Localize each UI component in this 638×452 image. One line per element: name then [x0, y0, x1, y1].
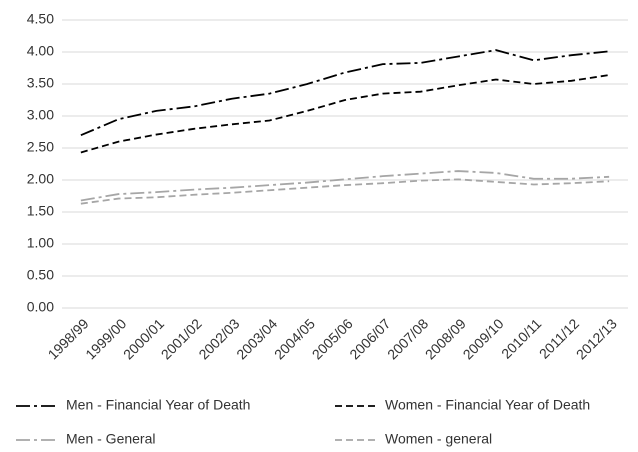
x-tick-label: 2003/04	[233, 315, 280, 362]
series-line	[80, 170, 610, 202]
x-tick-label: 2004/05	[271, 315, 318, 362]
y-tick-label: 0.50	[27, 267, 54, 283]
x-tick-label: 1999/00	[82, 315, 129, 362]
x-tick-label: 2007/08	[384, 315, 431, 362]
y-tick-label: 4.50	[27, 11, 54, 27]
series-line	[80, 49, 610, 137]
x-tick-label: 2006/07	[346, 315, 393, 362]
series-line	[80, 178, 610, 205]
y-tick-label: 2.00	[27, 171, 54, 187]
legend-label: Women - Financial Year of Death	[385, 397, 590, 413]
x-tick-label: 2005/06	[309, 315, 356, 362]
x-tick-label: 1998/99	[45, 315, 92, 362]
y-tick-label: 2.50	[27, 139, 54, 155]
x-tick-label: 2000/01	[120, 315, 167, 362]
x-tick-label: 2001/02	[158, 315, 205, 362]
y-tick-label: 1.00	[27, 235, 54, 251]
y-tick-label: 3.00	[27, 107, 54, 123]
y-tick-label: 1.50	[27, 203, 54, 219]
legend-label: Men - Financial Year of Death	[66, 397, 250, 413]
y-tick-label: 0.00	[27, 299, 54, 315]
x-tick-label: 2010/11	[498, 315, 545, 362]
series-line	[80, 74, 610, 154]
y-tick-label: 3.50	[27, 75, 54, 91]
y-tick-label: 4.00	[27, 43, 54, 59]
x-tick-label: 2008/09	[422, 315, 469, 362]
legend-label: Men - General	[66, 431, 155, 447]
x-tick-label: 2009/10	[460, 315, 507, 362]
legend-label: Women - general	[385, 431, 492, 447]
x-tick-label: 2012/13	[573, 315, 620, 362]
x-tick-label: 2002/03	[195, 315, 242, 362]
